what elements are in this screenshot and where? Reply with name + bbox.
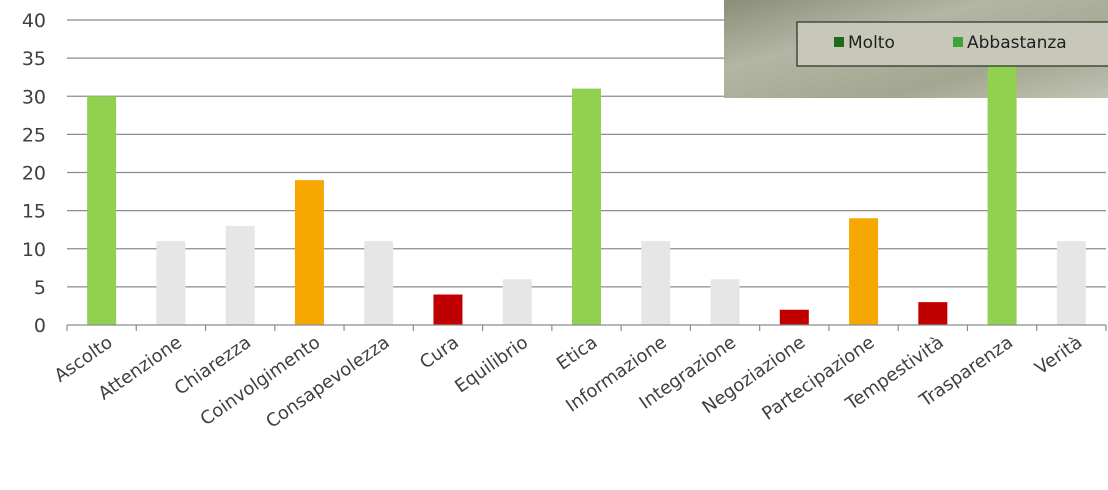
bars [87,65,1086,325]
y-tick-label: 5 [34,277,46,299]
x-axis [66,324,1107,331]
x-tick-label: Equilibrio [451,332,532,397]
legend-swatch [953,37,963,47]
y-tick-label: 25 [22,124,46,146]
y-tick-label: 0 [34,315,46,337]
y-tick-label: 10 [22,239,46,261]
y-tick-label: 35 [22,48,46,70]
bar [918,302,948,325]
legend: Molto Abbastanza [796,21,1108,67]
bar [641,241,671,325]
x-tick-label: Consapevolezza [262,332,393,433]
bar [1056,241,1086,325]
x-tick-label: Cura [416,332,463,374]
bar [779,309,809,325]
x-tick-label: Etica [553,332,601,375]
y-tick-label: 15 [22,201,46,223]
bar [87,96,117,325]
x-axis-labels: AscoltoAttenzioneChiarezzaCoinvolgimento… [51,332,1087,433]
bar [572,88,601,325]
bar [294,180,324,325]
bar [364,241,394,325]
bar [433,294,463,325]
bar [987,65,1017,325]
legend-swatch [834,37,844,47]
legend-label: Abbastanza [967,33,1067,53]
y-axis-ticks: 0 5 10 15 20 25 30 35 40 [22,10,46,337]
bar [156,241,186,325]
bar [502,279,532,325]
y-tick-label: 20 [22,163,46,185]
y-tick-label: 40 [22,10,46,32]
y-tick-label: 30 [22,86,46,108]
x-tick-label: Verità [1031,332,1086,379]
bar [710,279,740,325]
x-tick-label: Coinvolgimento [197,332,325,430]
bar [849,218,879,325]
legend-box [796,21,1108,67]
bar [225,225,255,325]
legend-label: Molto [848,33,895,53]
